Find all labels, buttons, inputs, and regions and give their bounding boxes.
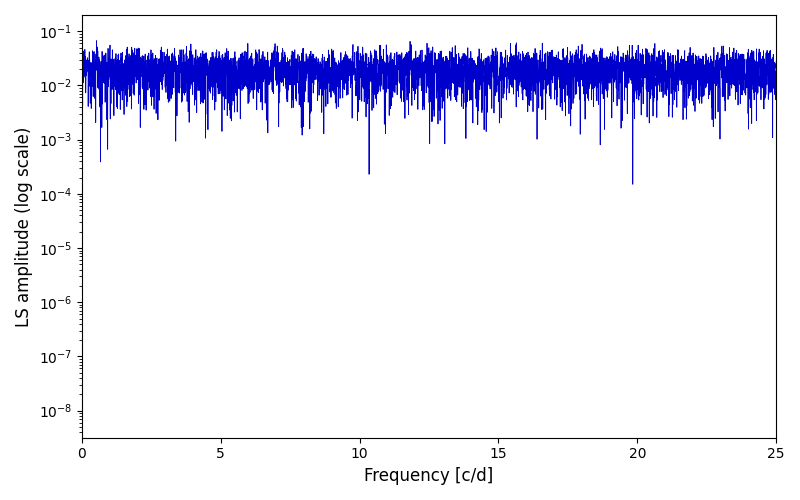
X-axis label: Frequency [c/d]: Frequency [c/d] (364, 467, 494, 485)
Y-axis label: LS amplitude (log scale): LS amplitude (log scale) (15, 126, 33, 326)
